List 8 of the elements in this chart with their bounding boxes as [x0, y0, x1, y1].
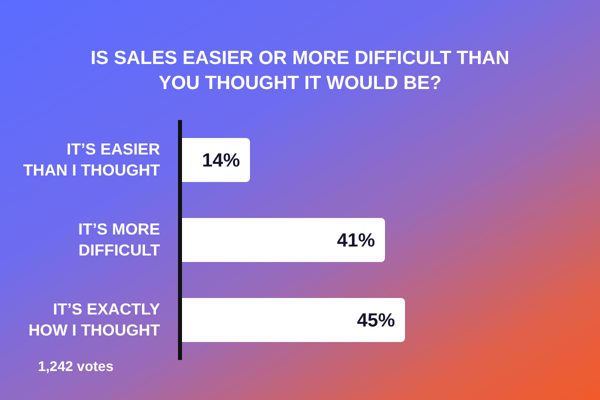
chart-title: IS SALES EASIER OR MORE DIFFICULT THAN YOU THOUGHT IT WOULD BE?: [90, 47, 510, 96]
text: 1,242 votes: [38, 358, 114, 374]
y-tick-label: IT’S EXACTLY HOW I THOUGHT: [28, 301, 160, 339]
y-tick-label: IT’S EASIER THAN I THOUGHT: [23, 141, 160, 179]
data-label: 45%: [356, 310, 396, 332]
data-label: 14%: [202, 150, 240, 172]
data-label: 41%: [336, 230, 376, 252]
y-tick-label: IT’S MORE DIFFICULT: [78, 221, 160, 259]
